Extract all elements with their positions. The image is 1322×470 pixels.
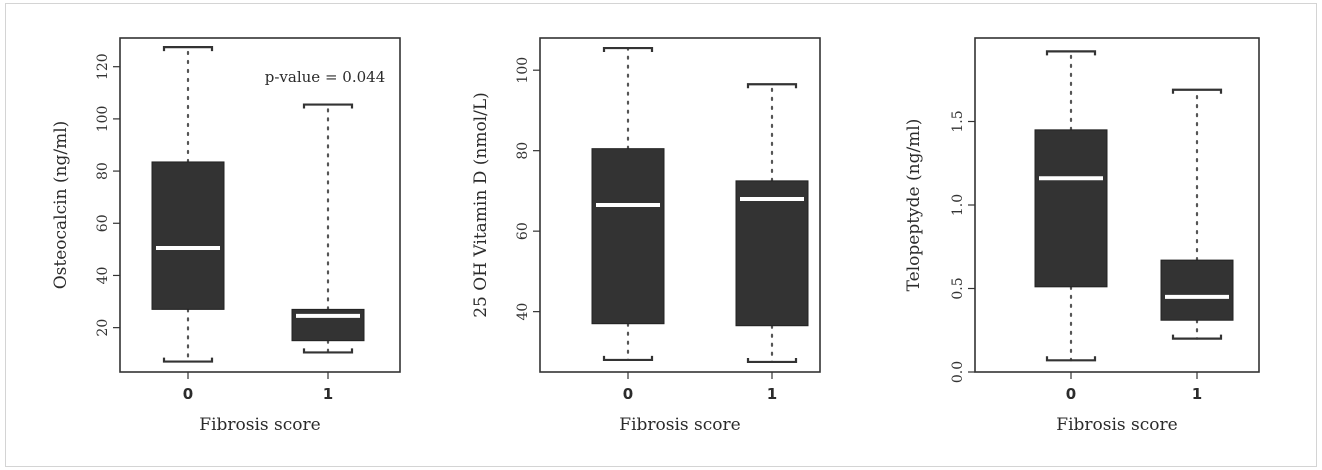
chart-panel-1: 20 40 60 80 100 120 Osteocalcin (ng/ml) 0 1Fibro… — [51, 37, 401, 435]
upper-cap — [1045, 50, 1097, 56]
y-tick-label: 80 — [95, 162, 111, 180]
y-tick-label: 1.5 — [950, 110, 966, 132]
y-tick-label: 100 — [95, 106, 111, 133]
p-value-annotation: p-value = 0.044 — [265, 68, 385, 86]
y-tick-label: 0.5 — [950, 277, 966, 299]
y-tick-label: 60 — [515, 222, 531, 240]
x-category-label: 0 — [623, 385, 633, 403]
iqr-box — [735, 180, 809, 327]
y-axis-label: Osteocalcin (ng/ml) — [51, 121, 71, 290]
upper-cap — [162, 46, 214, 52]
y-tick-label: 120 — [95, 53, 111, 80]
upper-cap — [302, 103, 354, 109]
box-1 — [735, 83, 809, 364]
lower-cap — [1171, 334, 1223, 340]
x-category-label: 1 — [323, 385, 333, 403]
x-category-label: 1 — [767, 385, 777, 403]
lower-cap — [162, 357, 214, 363]
y-axis-label: Telopeptyde (ng/ml) — [904, 119, 924, 292]
iqr-box — [1034, 129, 1108, 288]
y-tick-label: 40 — [95, 267, 111, 285]
x-category-label: 0 — [183, 385, 193, 403]
y-tick-label: 80 — [515, 142, 531, 160]
chart-panel-2: 40 60 80 100 25 OH Vitamin D (nmol/L) 0 1 Fibro… — [471, 37, 821, 435]
x-axis-label: Fibrosis score — [199, 415, 320, 435]
lower-cap — [746, 357, 798, 364]
x-axis-label: Fibrosis score — [1056, 415, 1177, 435]
box-0 — [1034, 50, 1108, 362]
box-1 — [1160, 88, 1234, 340]
upper-cap — [1171, 88, 1223, 94]
plot-frame — [119, 37, 401, 373]
box-0 — [591, 46, 665, 362]
iqr-box — [1160, 259, 1234, 321]
y-tick-label: 20 — [95, 319, 111, 337]
plot-frame — [974, 37, 1260, 373]
iqr-box — [591, 148, 665, 325]
y-tick-label: 100 — [515, 57, 531, 84]
y-tick-label: 40 — [515, 303, 531, 321]
chart-panel-3: 0.0 0.5 1.0 1.5 Telopeptyde (ng/ml) 0 1 Fibrosi… — [904, 37, 1260, 435]
y-tick-label: 60 — [95, 214, 111, 232]
upper-cap — [746, 83, 798, 89]
box-0 — [151, 46, 225, 363]
lower-cap — [1045, 356, 1097, 362]
box-1 — [291, 103, 365, 354]
iqr-box — [151, 161, 225, 310]
upper-cap — [602, 46, 654, 53]
y-axis-label: 25 OH Vitamin D (nmol/L) — [471, 92, 491, 318]
x-category-label: 0 — [1066, 385, 1076, 403]
y-tick-label: 0.0 — [950, 361, 966, 383]
plot-frame — [539, 37, 821, 373]
x-axis-label: Fibrosis score — [619, 415, 740, 435]
y-tick-label: 1.0 — [950, 194, 966, 216]
x-category-label: 1 — [1192, 385, 1202, 403]
lower-cap — [302, 348, 354, 354]
lower-cap — [602, 355, 654, 362]
